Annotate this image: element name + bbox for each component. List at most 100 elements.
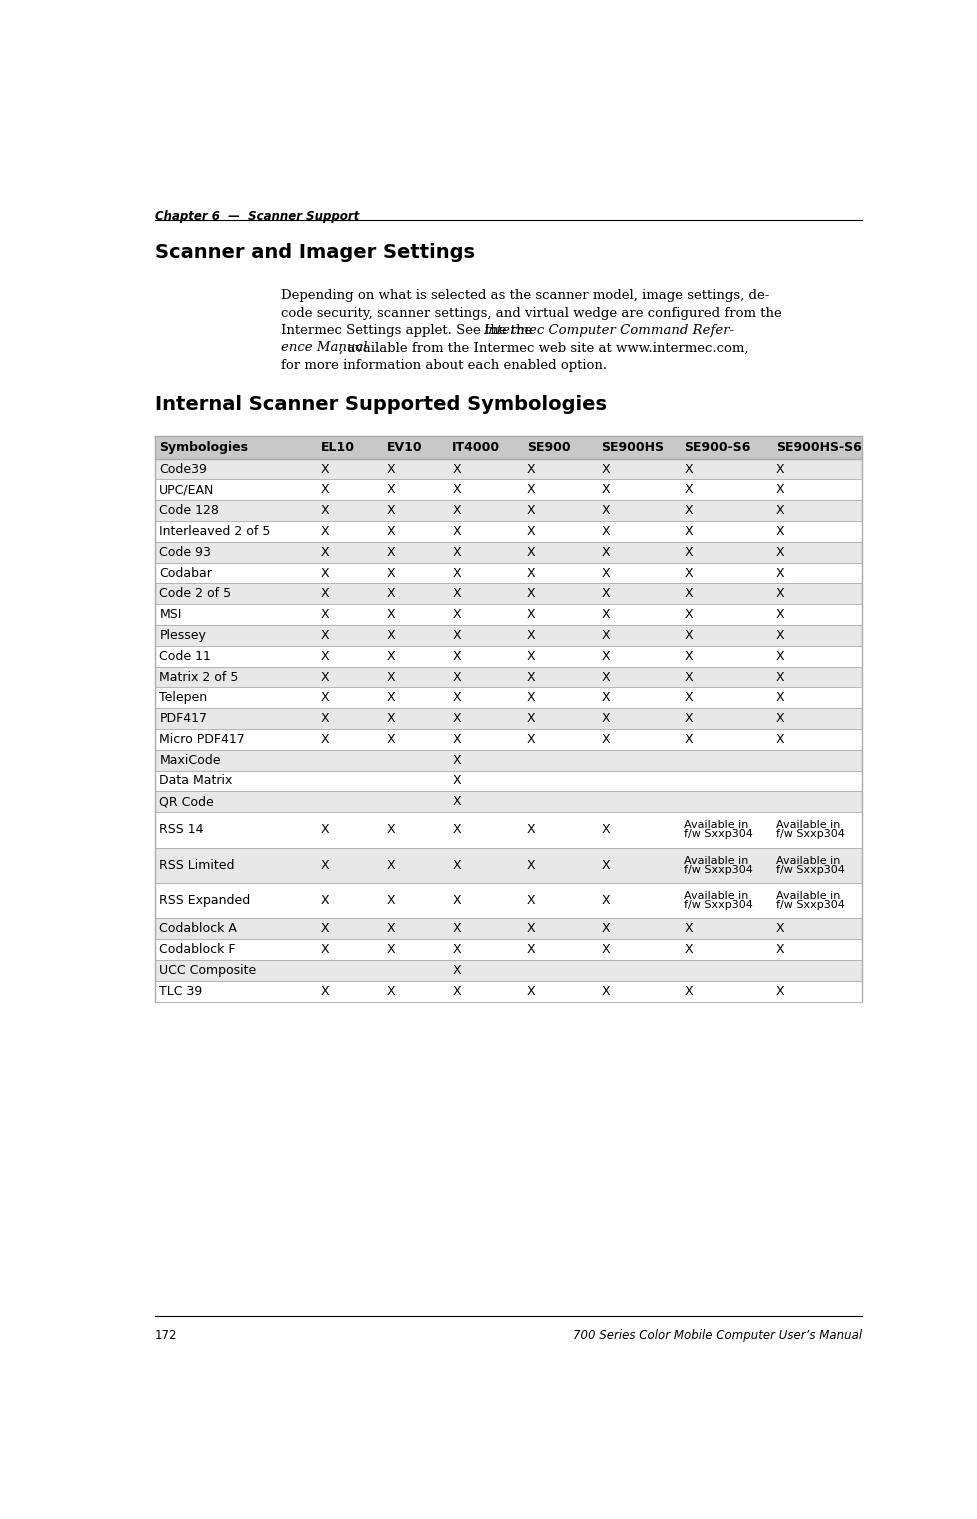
Text: X: X	[776, 588, 785, 600]
Text: X: X	[321, 732, 329, 746]
Text: X: X	[387, 588, 396, 600]
Text: X: X	[452, 943, 461, 955]
Text: X: X	[321, 463, 329, 475]
Text: X: X	[527, 526, 535, 538]
Text: Symbologies: Symbologies	[159, 441, 248, 454]
Bar	[154, 729, 863, 750]
Text: X: X	[387, 608, 396, 621]
Text: for more information about each enabled option.: for more information about each enabled …	[281, 358, 607, 372]
Text: X: X	[321, 629, 329, 643]
Text: X: X	[527, 629, 535, 643]
Text: X: X	[321, 545, 329, 559]
Text: X: X	[685, 567, 693, 580]
Text: X: X	[452, 691, 461, 705]
Text: Interleaved 2 of 5: Interleaved 2 of 5	[159, 526, 271, 538]
Text: X: X	[776, 943, 785, 955]
Text: X: X	[321, 943, 329, 955]
Text: X: X	[321, 483, 329, 497]
Text: Available in: Available in	[685, 855, 748, 866]
Text: X: X	[776, 483, 785, 497]
Text: IT4000: IT4000	[452, 441, 500, 454]
Bar	[154, 521, 863, 542]
Bar	[154, 500, 863, 521]
Text: X: X	[452, 650, 461, 662]
Text: Available in: Available in	[776, 855, 840, 866]
Text: X: X	[321, 504, 329, 516]
Text: MaxiCode: MaxiCode	[159, 753, 221, 767]
Text: X: X	[321, 608, 329, 621]
Text: X: X	[685, 712, 693, 725]
Text: X: X	[387, 712, 396, 725]
Text: Chapter 6  —  Scanner Support: Chapter 6 — Scanner Support	[154, 210, 359, 223]
Text: X: X	[776, 732, 785, 746]
Text: X: X	[685, 526, 693, 538]
Text: X: X	[452, 753, 461, 767]
Bar	[154, 848, 863, 883]
Text: Available in: Available in	[776, 892, 840, 901]
Text: X: X	[452, 984, 461, 998]
Text: f/w Sxxp304: f/w Sxxp304	[776, 901, 844, 910]
Text: X: X	[602, 922, 610, 936]
Text: Intermec Computer Command Refer-: Intermec Computer Command Refer-	[483, 324, 734, 337]
Text: SE900HS-S6: SE900HS-S6	[776, 441, 862, 454]
Text: ence Manual: ence Manual	[281, 342, 367, 354]
Text: X: X	[321, 588, 329, 600]
Text: X: X	[602, 483, 610, 497]
Text: X: X	[321, 922, 329, 936]
Text: X: X	[527, 712, 535, 725]
Bar	[154, 436, 863, 459]
Text: Data Matrix: Data Matrix	[159, 775, 233, 787]
Bar	[154, 542, 863, 562]
Bar	[154, 646, 863, 667]
Bar	[154, 770, 863, 791]
Text: X: X	[685, 691, 693, 705]
Text: Available in: Available in	[685, 892, 748, 901]
Bar	[154, 605, 863, 624]
Text: X: X	[602, 732, 610, 746]
Text: X: X	[452, 545, 461, 559]
Text: Available in: Available in	[776, 820, 840, 831]
Text: X: X	[387, 526, 396, 538]
Text: X: X	[527, 670, 535, 684]
Text: Codabar: Codabar	[159, 567, 212, 580]
Text: X: X	[321, 691, 329, 705]
Text: X: X	[602, 588, 610, 600]
Text: code security, scanner settings, and virtual wedge are configured from the: code security, scanner settings, and vir…	[281, 307, 782, 319]
Text: X: X	[685, 588, 693, 600]
Text: X: X	[776, 629, 785, 643]
Text: X: X	[387, 483, 396, 497]
Text: X: X	[776, 712, 785, 725]
Text: Code 93: Code 93	[159, 545, 211, 559]
Text: X: X	[452, 796, 461, 808]
Text: X: X	[321, 670, 329, 684]
Text: Internal Scanner Supported Symbologies: Internal Scanner Supported Symbologies	[154, 395, 607, 413]
Bar	[154, 708, 863, 729]
Text: X: X	[527, 463, 535, 475]
Text: X: X	[452, 965, 461, 977]
Text: X: X	[527, 691, 535, 705]
Text: Code 2 of 5: Code 2 of 5	[159, 588, 232, 600]
Text: Matrix 2 of 5: Matrix 2 of 5	[159, 670, 238, 684]
Bar	[154, 583, 863, 605]
Text: X: X	[527, 588, 535, 600]
Text: EL10: EL10	[321, 441, 355, 454]
Text: SE900HS: SE900HS	[602, 441, 664, 454]
Text: X: X	[776, 650, 785, 662]
Text: X: X	[452, 567, 461, 580]
Text: X: X	[527, 943, 535, 955]
Text: Micro PDF417: Micro PDF417	[159, 732, 245, 746]
Text: Codablock A: Codablock A	[159, 922, 237, 936]
Text: X: X	[387, 545, 396, 559]
Text: X: X	[527, 895, 535, 907]
Text: f/w Sxxp304: f/w Sxxp304	[685, 829, 753, 840]
Text: X: X	[387, 691, 396, 705]
Text: X: X	[321, 712, 329, 725]
Text: X: X	[321, 858, 329, 872]
Text: MSI: MSI	[159, 608, 182, 621]
Text: X: X	[527, 608, 535, 621]
Text: X: X	[527, 483, 535, 497]
Text: Scanner and Imager Settings: Scanner and Imager Settings	[154, 243, 475, 263]
Text: RSS Limited: RSS Limited	[159, 858, 234, 872]
Text: X: X	[452, 670, 461, 684]
Text: X: X	[685, 608, 693, 621]
